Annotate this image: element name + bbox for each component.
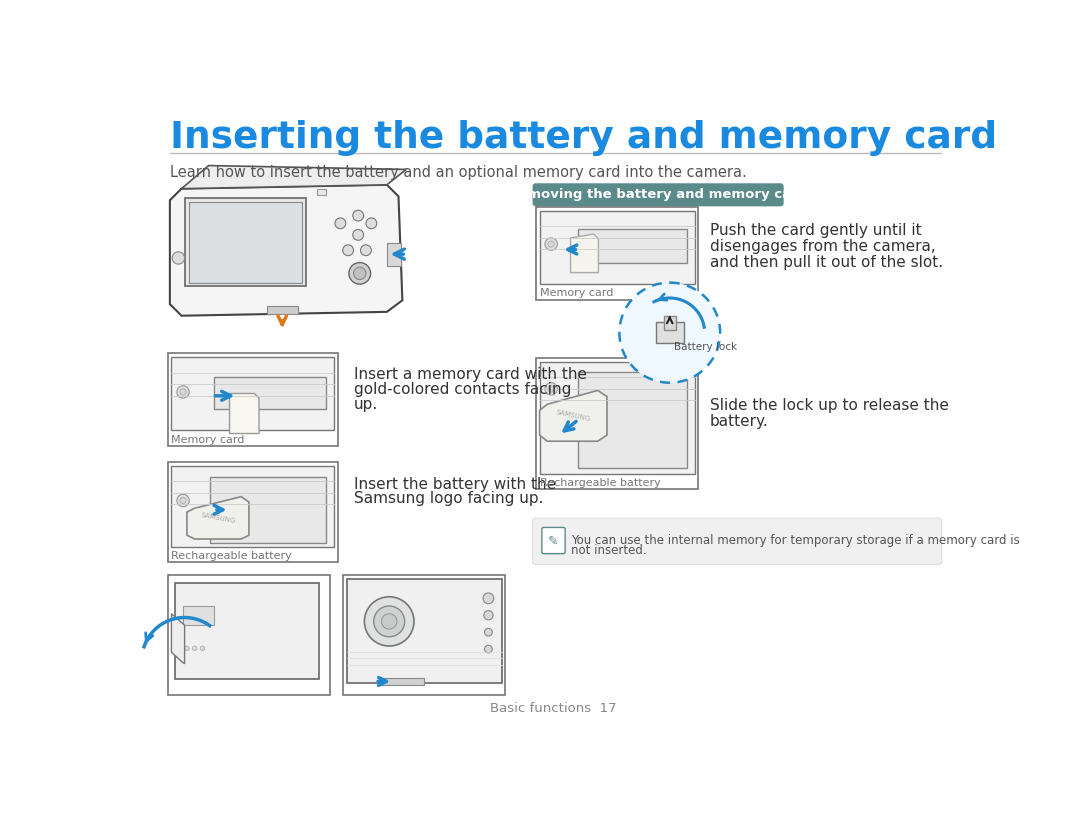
- Bar: [387, 243, 401, 266]
- Bar: [578, 372, 687, 468]
- Text: Rechargeable battery: Rechargeable battery: [540, 478, 660, 488]
- Circle shape: [619, 283, 720, 383]
- Text: Memory card: Memory card: [172, 434, 245, 445]
- Text: Insert a memory card with the: Insert a memory card with the: [353, 368, 586, 382]
- Bar: [167, 462, 338, 562]
- Bar: [167, 575, 330, 694]
- Circle shape: [200, 646, 205, 650]
- Text: and then pull it out of the slot.: and then pull it out of the slot.: [710, 255, 943, 270]
- Circle shape: [483, 593, 494, 604]
- Circle shape: [177, 495, 189, 507]
- Bar: [536, 358, 699, 489]
- FancyBboxPatch shape: [532, 518, 942, 565]
- Circle shape: [192, 646, 197, 650]
- Bar: [540, 211, 694, 284]
- Circle shape: [185, 646, 189, 650]
- Bar: [172, 466, 334, 547]
- Text: SAMSUNG: SAMSUNG: [200, 512, 235, 524]
- Text: Slide the lock up to release the: Slide the lock up to release the: [710, 398, 949, 413]
- Bar: [342, 575, 505, 694]
- Bar: [536, 207, 699, 300]
- Circle shape: [548, 385, 554, 392]
- Polygon shape: [187, 496, 248, 539]
- Bar: [347, 579, 501, 683]
- Polygon shape: [172, 614, 185, 663]
- Circle shape: [353, 267, 366, 280]
- Circle shape: [180, 497, 186, 504]
- Circle shape: [545, 238, 557, 250]
- Circle shape: [349, 262, 370, 284]
- Circle shape: [374, 606, 405, 637]
- Circle shape: [172, 252, 185, 264]
- Bar: [211, 478, 326, 543]
- Text: Basic functions  17: Basic functions 17: [490, 702, 617, 715]
- Bar: [540, 362, 694, 474]
- FancyBboxPatch shape: [542, 527, 565, 553]
- Bar: [183, 606, 214, 625]
- Circle shape: [353, 230, 364, 240]
- Bar: [186, 198, 306, 286]
- Text: up.: up.: [353, 397, 378, 412]
- Circle shape: [361, 244, 372, 256]
- Bar: [175, 583, 319, 679]
- Text: not inserted.: not inserted.: [571, 544, 647, 557]
- Polygon shape: [540, 390, 607, 441]
- Text: Rechargeable battery: Rechargeable battery: [172, 551, 293, 561]
- Text: Battery lock: Battery lock: [674, 341, 737, 352]
- Text: battery.: battery.: [710, 414, 769, 430]
- Circle shape: [335, 218, 346, 229]
- Circle shape: [342, 244, 353, 256]
- Polygon shape: [570, 234, 598, 272]
- Text: ✎: ✎: [549, 535, 558, 548]
- Circle shape: [545, 383, 557, 395]
- Circle shape: [177, 385, 189, 398]
- Polygon shape: [181, 165, 406, 188]
- Text: gold-colored contacts facing: gold-colored contacts facing: [353, 382, 571, 397]
- Bar: [167, 354, 338, 446]
- Circle shape: [353, 210, 364, 221]
- Bar: [172, 357, 334, 430]
- Circle shape: [381, 614, 397, 629]
- Text: Samsung logo facing up.: Samsung logo facing up.: [353, 491, 543, 506]
- Circle shape: [366, 218, 377, 229]
- Circle shape: [484, 610, 494, 620]
- Bar: [663, 315, 676, 329]
- Text: Insert the battery with the: Insert the battery with the: [353, 477, 556, 491]
- Circle shape: [180, 389, 186, 395]
- Text: Removing the battery and memory card: Removing the battery and memory card: [509, 188, 808, 201]
- Bar: [189, 202, 301, 283]
- Text: Learn how to insert the battery and an optional memory card into the camera.: Learn how to insert the battery and an o…: [170, 165, 746, 180]
- Text: SAMSUNG: SAMSUNG: [555, 409, 591, 422]
- Text: Memory card: Memory card: [540, 289, 613, 298]
- Circle shape: [364, 597, 414, 646]
- Polygon shape: [230, 394, 259, 434]
- Text: disengages from the camera,: disengages from the camera,: [710, 239, 935, 253]
- Bar: [656, 322, 684, 343]
- Bar: [578, 229, 687, 263]
- Text: You can use the internal memory for temporary storage if a memory card is: You can use the internal memory for temp…: [571, 534, 1021, 547]
- Bar: [214, 377, 326, 409]
- Circle shape: [485, 645, 492, 653]
- Bar: [381, 677, 424, 685]
- Text: Inserting the battery and memory card: Inserting the battery and memory card: [170, 120, 997, 156]
- Circle shape: [485, 628, 492, 636]
- Bar: [318, 188, 326, 195]
- FancyBboxPatch shape: [532, 183, 784, 206]
- Polygon shape: [170, 185, 403, 315]
- Circle shape: [548, 241, 554, 247]
- Text: Push the card gently until it: Push the card gently until it: [710, 222, 921, 237]
- Bar: [267, 306, 298, 314]
